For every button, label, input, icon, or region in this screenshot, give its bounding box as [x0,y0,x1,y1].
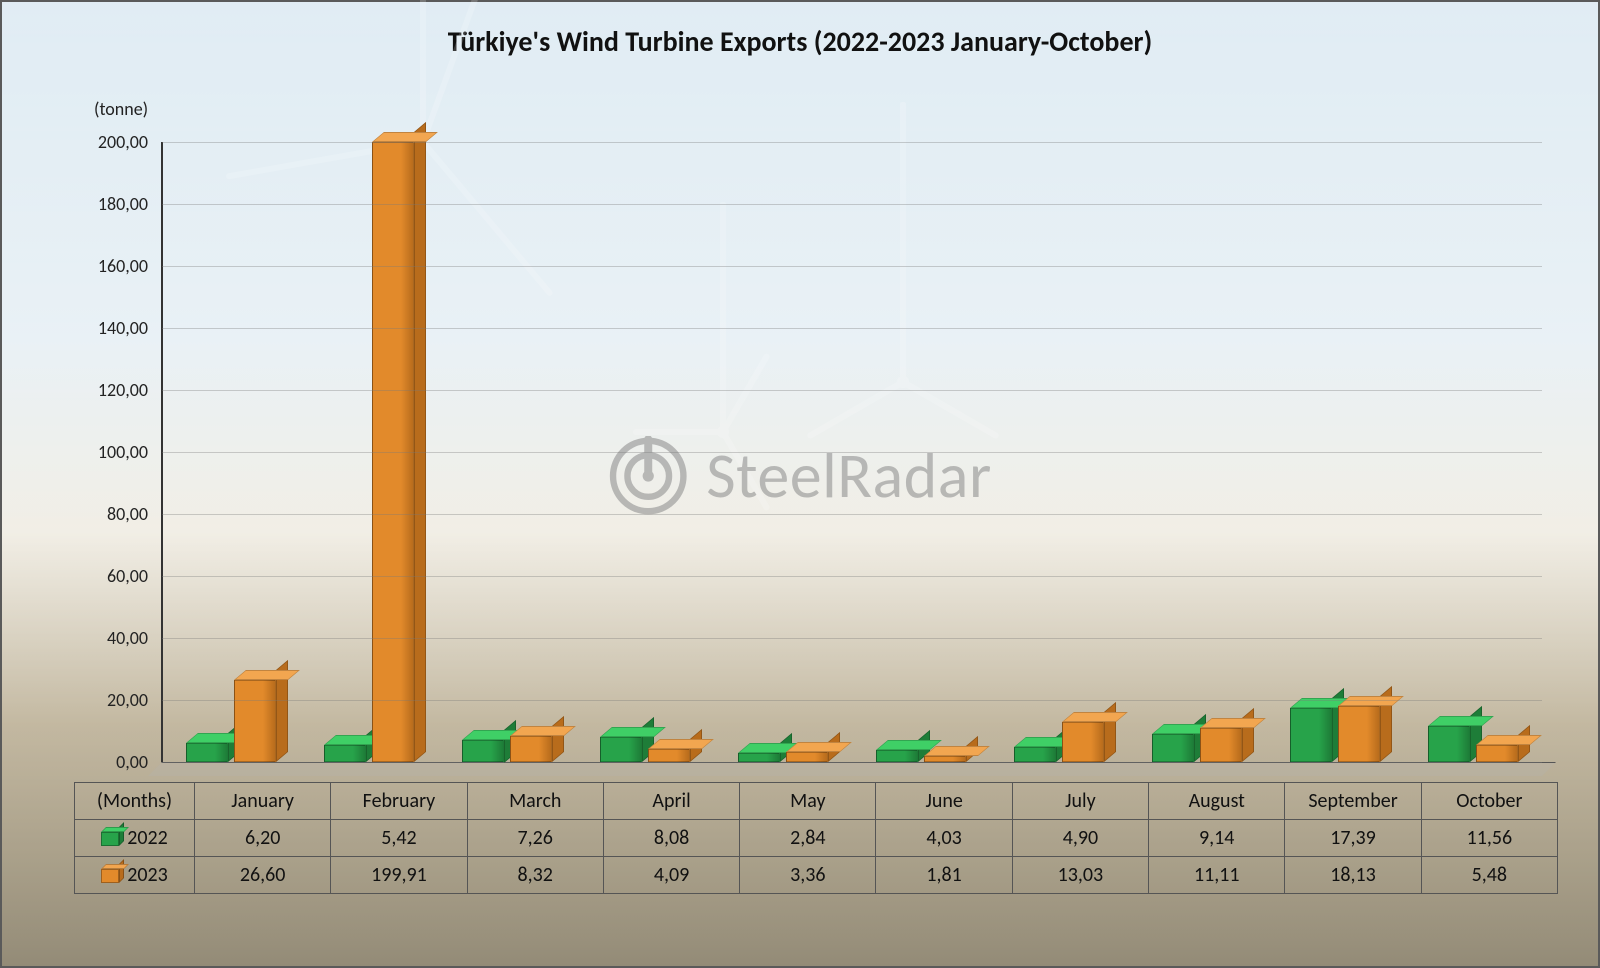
table-col-september: September [1285,783,1421,820]
gridline [162,452,1542,453]
table-cell: 9,14 [1149,820,1285,857]
bar-2022 [876,750,918,762]
table-cell: 11,56 [1421,820,1557,857]
table-col-july: July [1012,783,1148,820]
y-tick-label: 100,00 [98,441,162,463]
chart-frame: Türkiye's Wind Turbine Exports (2022-202… [0,0,1600,968]
bar-2023 [1338,706,1380,762]
table-col-may: May [740,783,876,820]
y-tick-label: 140,00 [98,317,162,339]
y-axis-unit-label: (tonne) [94,98,148,120]
data-table: (Months)JanuaryFebruaryMarchAprilMayJune… [74,782,1558,894]
legend-swatch-2022 [101,832,119,846]
gridline [162,142,1542,143]
gridline [162,700,1542,701]
bar-2022 [324,745,366,762]
gridline [162,328,1542,329]
table-header-months: (Months) [75,783,195,820]
gridline [162,204,1542,205]
gridline [162,390,1542,391]
table-cell: 3,36 [740,857,876,894]
table-cell: 5,42 [331,820,467,857]
y-tick-label: 80,00 [107,503,162,525]
bar-2022 [462,740,504,763]
gridline [162,266,1542,267]
table-cell: 17,39 [1285,820,1421,857]
table-col-august: August [1149,783,1285,820]
y-tick-label: 40,00 [107,627,162,649]
bar-2022 [186,743,228,762]
table-col-january: January [195,783,331,820]
table-cell: 18,13 [1285,857,1421,894]
table-cell: 8,32 [467,857,603,894]
table-cell: 26,60 [195,857,331,894]
table-cell: 6,20 [195,820,331,857]
y-tick-label: 20,00 [107,689,162,711]
table-col-april: April [603,783,739,820]
y-tick-label: 120,00 [98,379,162,401]
legend-swatch-2023 [101,869,119,883]
table-cell: 199,91 [331,857,467,894]
table-cell: 4,03 [876,820,1012,857]
table-cell: 1,81 [876,857,1012,894]
table-cell: 2,84 [740,820,876,857]
legend-label-2022: 2022 [127,826,168,850]
table-cell: 4,90 [1012,820,1148,857]
bar-2023 [1062,722,1104,762]
table-col-february: February [331,783,467,820]
bar-2023 [648,749,690,762]
table-cell: 4,09 [603,857,739,894]
bar-2022 [600,737,642,762]
table-cell: 8,08 [603,820,739,857]
bar-2022 [738,753,780,762]
table-cell: 13,03 [1012,857,1148,894]
y-tick-label: 160,00 [98,255,162,277]
legend-label-2023: 2023 [127,863,168,887]
plot-area: 0,0020,0040,0060,0080,00100,00120,00140,… [162,142,1542,762]
bar-2022 [1290,708,1332,762]
table-col-march: March [467,783,603,820]
y-tick-label: 180,00 [98,193,162,215]
bar-2023 [510,736,552,762]
gridline [162,638,1542,639]
plot-floor [148,762,1556,776]
y-tick-label: 60,00 [107,565,162,587]
bar-2022 [1152,734,1194,762]
table-col-october: October [1421,783,1557,820]
table-cell: 11,11 [1149,857,1285,894]
bar-2022 [1014,747,1056,762]
gridline [162,762,1542,763]
bar-2023 [234,680,276,762]
gridline [162,514,1542,515]
bar-2023 [786,752,828,762]
table-cell: 5,48 [1421,857,1557,894]
bar-2022 [1428,726,1470,762]
bar-2023 [1200,728,1242,762]
y-tick-label: 0,00 [116,751,162,773]
table-col-june: June [876,783,1012,820]
y-tick-label: 200,00 [98,131,162,153]
chart-title: Türkiye's Wind Turbine Exports (2022-202… [2,24,1598,59]
table-row-header-2023: 2023 [75,857,195,894]
table-row-header-2022: 2022 [75,820,195,857]
gridline [162,576,1542,577]
bar-2023 [1476,745,1518,762]
table-cell: 7,26 [467,820,603,857]
